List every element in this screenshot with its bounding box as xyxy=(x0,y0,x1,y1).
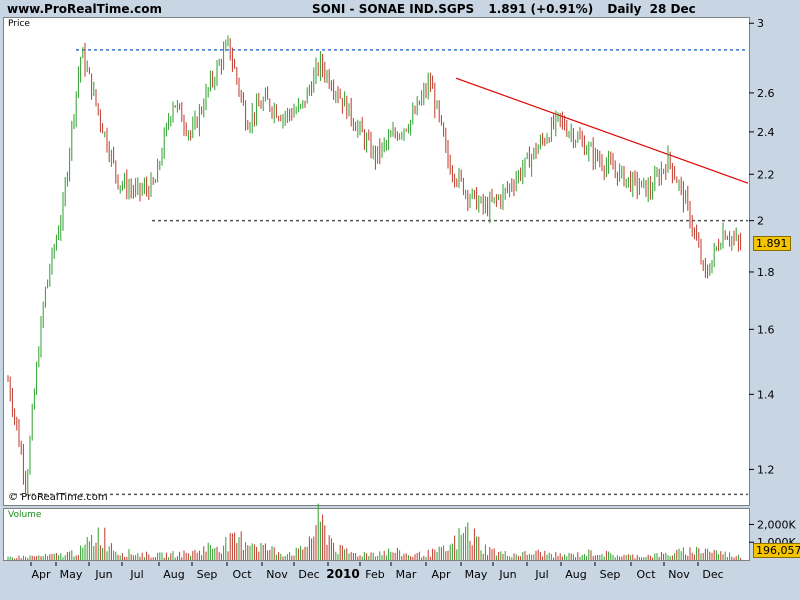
x-tick-label: Sep xyxy=(600,568,621,581)
x-tick-label: Oct xyxy=(232,568,252,581)
x-tick-label: May xyxy=(60,568,83,581)
period: Daily xyxy=(607,2,642,16)
ticker-name: SONI - SONAE IND.SGPS xyxy=(312,2,475,16)
x-tick-label: Nov xyxy=(266,568,288,581)
volume-tick-label: 2,000K xyxy=(757,518,796,531)
last-volume-badge: 196,057 xyxy=(753,543,800,558)
price-panel[interactable]: Price © ProRealTime.com xyxy=(3,17,750,506)
x-tick-label: Jun xyxy=(498,568,516,581)
chart-title: SONI - SONAE IND.SGPS 1.891 (+0.91%) Dai… xyxy=(312,0,706,18)
y-tick-label: 2 xyxy=(757,215,764,228)
x-tick-label: Aug xyxy=(163,568,184,581)
x-tick-label: Jul xyxy=(129,568,143,581)
x-tick-label: Oct xyxy=(636,568,656,581)
trendline xyxy=(455,77,749,184)
x-tick-label: Dec xyxy=(298,568,319,581)
x-tick-label: Nov xyxy=(668,568,690,581)
x-tick-label: Apr xyxy=(431,568,451,581)
x-tick-label: Feb xyxy=(365,568,384,581)
x-tick-label: Sep xyxy=(197,568,218,581)
y-tick-label: 2.6 xyxy=(757,87,775,100)
x-tick-label: Aug xyxy=(565,568,586,581)
y-tick-label: 1.4 xyxy=(757,388,775,401)
x-tick-label: Jul xyxy=(534,568,548,581)
x-tick-label: Dec xyxy=(702,568,723,581)
x-tick-label: Apr xyxy=(31,568,51,581)
site-link[interactable]: www.ProRealTime.com xyxy=(7,2,162,16)
y-tick-label: 2.4 xyxy=(757,126,775,139)
copyright-text: © ProRealTime.com xyxy=(8,492,108,503)
y-tick-label: 1.2 xyxy=(757,463,775,476)
y-tick-label: 1.6 xyxy=(757,323,775,336)
price-change: 1.891 (+0.91%) xyxy=(488,2,594,16)
last-price-badge: 1.891 xyxy=(753,236,791,251)
price-panel-label: Price xyxy=(8,19,30,29)
x-tick-label: 2010 xyxy=(326,567,359,581)
volume-panel-label: Volume xyxy=(8,510,42,520)
x-tick-label: Mar xyxy=(396,568,417,581)
date: 28 Dec xyxy=(649,2,696,16)
y-tick-label: 3 xyxy=(757,17,764,30)
y-tick-label: 1.8 xyxy=(757,266,775,279)
x-tick-label: May xyxy=(465,568,488,581)
y-tick-label: 2.2 xyxy=(757,168,775,181)
x-tick-label: Jun xyxy=(94,568,112,581)
volume-panel[interactable]: Volume xyxy=(3,508,750,561)
